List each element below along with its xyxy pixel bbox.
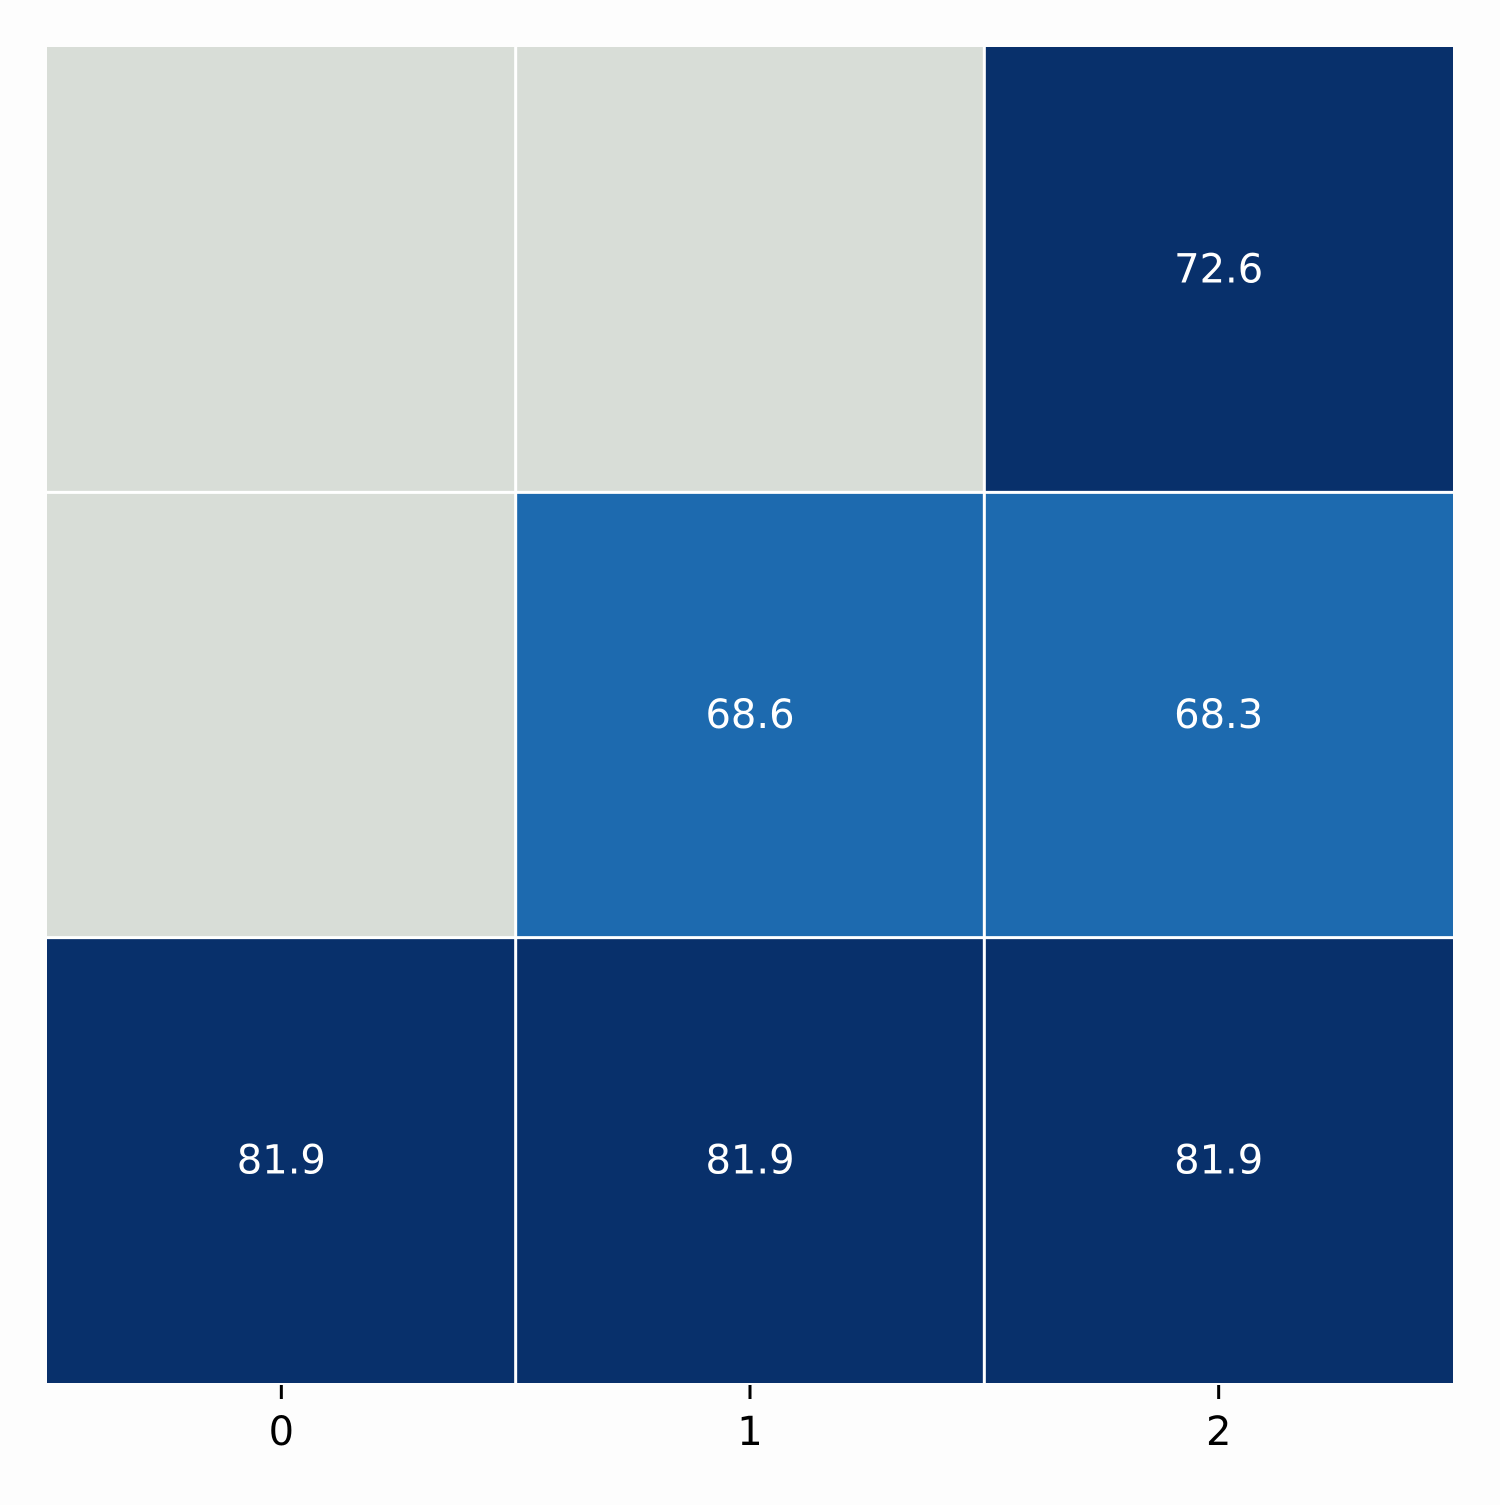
heatmap-cell-r0-c2 bbox=[984, 47, 1453, 493]
heatmap-cell-r2-c2 bbox=[984, 937, 1453, 1383]
heatmap-cell-r2-c1 bbox=[515, 937, 985, 1383]
cell-value-label-r2-c0: 81.9 bbox=[237, 1137, 326, 1183]
x-tick-label-1: 1 bbox=[737, 1409, 762, 1455]
cell-value-label-r2-c2: 81.9 bbox=[1174, 1137, 1263, 1183]
x-tick-label-0: 0 bbox=[269, 1409, 294, 1455]
x-tick-label-2: 2 bbox=[1206, 1409, 1231, 1455]
heatmap-cell-r0-c0 bbox=[47, 47, 516, 493]
cell-value-label-r1-c1: 68.6 bbox=[705, 692, 794, 738]
cell-value-label-r1-c2: 68.3 bbox=[1174, 692, 1263, 738]
heatmap-cells bbox=[47, 47, 1453, 1383]
heatmap-cell-r1-c1 bbox=[515, 492, 985, 938]
cell-value-label-r2-c1: 81.9 bbox=[705, 1137, 794, 1183]
cell-value-label-r0-c2: 72.6 bbox=[1174, 247, 1263, 293]
heatmap-gridlines bbox=[47, 47, 1453, 1383]
heatmap-cell-r2-c0 bbox=[47, 937, 516, 1383]
heatmap-cell-r1-c2 bbox=[984, 492, 1453, 938]
x-axis: 0 1 2 bbox=[269, 1385, 1231, 1455]
heatmap-cell-labels: 72.6 68.6 68.3 81.9 81.9 81.9 bbox=[237, 247, 1263, 1184]
heatmap-cell-r1-c0 bbox=[47, 492, 516, 938]
heatmap-cell-r0-c1 bbox=[515, 47, 985, 493]
